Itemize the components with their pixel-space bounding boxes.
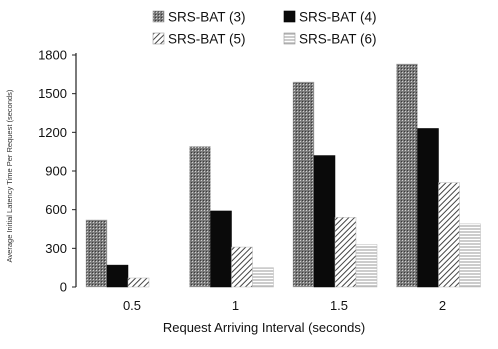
- legend-swatch: [283, 10, 296, 23]
- y-tick-label: 1500: [38, 86, 67, 101]
- bar: [417, 128, 439, 288]
- bar: [292, 81, 315, 288]
- legend-label: SRS-BAT (3): [168, 10, 246, 25]
- legend: SRS-BAT (3) SRS-BAT (4) SRS-BAT (5) SRS-BAT…: [152, 10, 377, 47]
- bar: [355, 244, 378, 288]
- x-tick-label: 1: [232, 298, 239, 313]
- axes: 0 300 600 900 1200 1500 1800 0.5 1 1.5 2: [38, 48, 446, 314]
- bars: [85, 63, 481, 288]
- y-tick-label: 900: [45, 164, 67, 179]
- x-axis-label: Request Arriving Interval (seconds): [163, 320, 365, 335]
- bar: [334, 217, 357, 288]
- y-tick-label: 0: [60, 280, 67, 295]
- y-tick-label: 600: [45, 202, 67, 217]
- legend-label: SRS-BAT (6): [299, 32, 377, 47]
- bar: [106, 264, 129, 288]
- bar: [210, 210, 232, 288]
- bar: [231, 246, 253, 288]
- bar: [189, 146, 211, 288]
- bar: [252, 267, 274, 288]
- y-tick-label: 1800: [38, 48, 67, 63]
- legend-label: SRS-BAT (5): [168, 32, 246, 47]
- x-tick-label: 2: [439, 298, 446, 313]
- legend-swatch: [283, 32, 296, 45]
- bar: [438, 182, 460, 288]
- y-axis-label: Average Initial Latency Time Per Request…: [5, 89, 14, 262]
- y-tick-label: 300: [45, 241, 67, 256]
- legend-label: SRS-BAT (4): [299, 10, 377, 25]
- bar: [459, 223, 481, 288]
- bar: [127, 277, 150, 288]
- bar: [85, 219, 108, 288]
- x-tick-label: 1.5: [330, 298, 348, 313]
- bar: [396, 63, 418, 288]
- y-tick-label: 1200: [38, 125, 67, 140]
- x-tick-label: 0.5: [123, 298, 141, 313]
- bar: [313, 155, 336, 288]
- legend-swatch: [152, 32, 165, 45]
- legend-swatch: [152, 10, 165, 23]
